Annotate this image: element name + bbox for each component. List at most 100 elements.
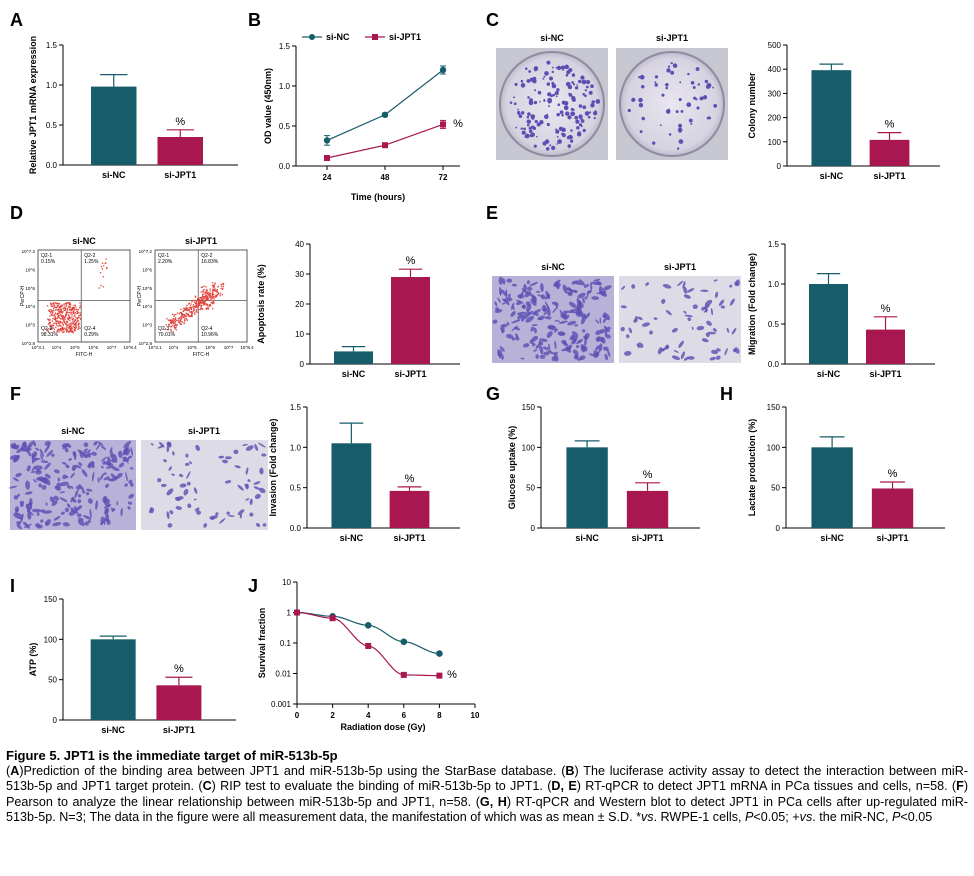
cell-event	[195, 304, 197, 306]
cell-event	[65, 331, 68, 333]
stained-cell	[511, 319, 521, 324]
stained-cell	[91, 461, 95, 465]
cell-event	[185, 312, 187, 314]
stained-cell	[127, 455, 133, 460]
cell-event	[75, 308, 78, 311]
x-tick-label: 72	[439, 173, 448, 182]
cell-event	[53, 308, 55, 310]
colony-dot	[560, 65, 565, 70]
stained-cell	[529, 281, 538, 287]
stained-cell	[671, 327, 678, 333]
cell-event	[47, 323, 50, 325]
cell-event	[191, 300, 193, 303]
cell-event	[52, 315, 55, 317]
stained-cell	[588, 353, 598, 358]
stained-cell	[47, 443, 50, 449]
cell-event	[67, 330, 69, 333]
stained-cell	[45, 502, 48, 506]
stained-cell	[678, 340, 684, 348]
cell-event	[180, 320, 182, 322]
cell-event	[51, 313, 54, 315]
y-tick-label: 10^4	[25, 304, 35, 309]
cell-event	[195, 301, 197, 303]
colony-dot	[556, 135, 559, 138]
cell-event	[68, 306, 70, 308]
y-axis-label: Lactate production (%)	[747, 419, 757, 517]
caption-segment: ) RIP test to evaluate the binding of mi…	[211, 779, 552, 793]
cell-event	[207, 292, 209, 294]
cell-event	[215, 290, 217, 293]
cell-event	[211, 296, 214, 298]
cell-event	[186, 313, 188, 315]
cell-event	[60, 304, 62, 307]
stained-cell	[567, 292, 573, 297]
colony-dot	[531, 116, 535, 120]
colony-dot	[631, 97, 636, 102]
stained-cell	[582, 349, 588, 352]
cell-event	[65, 302, 67, 305]
colony-images: si-NC si-JPT1	[496, 33, 728, 160]
colony-dot	[542, 141, 547, 146]
cell-event	[50, 311, 52, 313]
stained-cell	[185, 462, 190, 467]
cell-event	[200, 291, 202, 293]
cell-event	[54, 302, 57, 304]
cell-event	[98, 287, 100, 289]
colony-dot	[679, 131, 681, 134]
stained-cell	[506, 322, 510, 326]
cell-event	[196, 311, 198, 313]
y-axis-label: Relative JPT1 mRNA expression	[28, 36, 38, 174]
colony-dot	[576, 84, 579, 86]
stained-cell	[253, 486, 260, 490]
stained-cell	[111, 466, 120, 472]
cell-event	[76, 310, 78, 312]
image-label: si-JPT1	[664, 262, 696, 272]
colony-dot	[546, 82, 551, 86]
stained-cell	[86, 488, 93, 492]
cell-event	[209, 292, 211, 294]
stained-cell	[700, 289, 709, 292]
stained-cell	[75, 464, 82, 469]
colony-dot	[551, 83, 557, 89]
stained-cell	[12, 477, 20, 482]
cell-event	[168, 319, 170, 321]
cell-event	[79, 317, 82, 319]
stained-cell	[40, 519, 44, 523]
colony-dot	[568, 93, 573, 97]
stained-cell	[575, 345, 580, 349]
colony-dot	[521, 130, 526, 135]
cell-event	[53, 331, 55, 333]
cell-event	[204, 301, 206, 303]
cell-event	[197, 300, 200, 302]
stained-cell	[166, 488, 174, 496]
stained-cell	[562, 310, 567, 319]
cell-event	[59, 324, 61, 326]
cell-event	[192, 304, 195, 306]
cell-event	[50, 312, 52, 314]
culture-dish	[499, 51, 605, 157]
cell-event	[72, 311, 75, 313]
stained-cell	[82, 490, 86, 494]
cell-event	[49, 310, 51, 313]
bar-si-JPT1	[157, 137, 203, 165]
colony-dot	[639, 130, 643, 134]
caption-segment: A	[10, 763, 20, 778]
cell-event	[186, 307, 189, 310]
colony-dot	[544, 71, 549, 76]
cell-event	[188, 303, 190, 305]
colony-dot	[545, 147, 550, 151]
quadrant-label: Q2-1	[158, 253, 169, 259]
stained-cell	[547, 324, 555, 329]
cell-event	[206, 293, 208, 295]
stained-cell	[584, 312, 591, 320]
cell-event	[56, 329, 59, 331]
stained-cell	[515, 299, 524, 304]
cell-event	[47, 318, 49, 320]
stained-cell	[99, 473, 105, 481]
cell-event	[54, 318, 57, 321]
cell-event	[76, 312, 79, 314]
cell-event	[76, 313, 78, 315]
stained-cell	[584, 283, 590, 289]
stained-cell	[244, 483, 249, 488]
colony-dot	[543, 75, 546, 78]
